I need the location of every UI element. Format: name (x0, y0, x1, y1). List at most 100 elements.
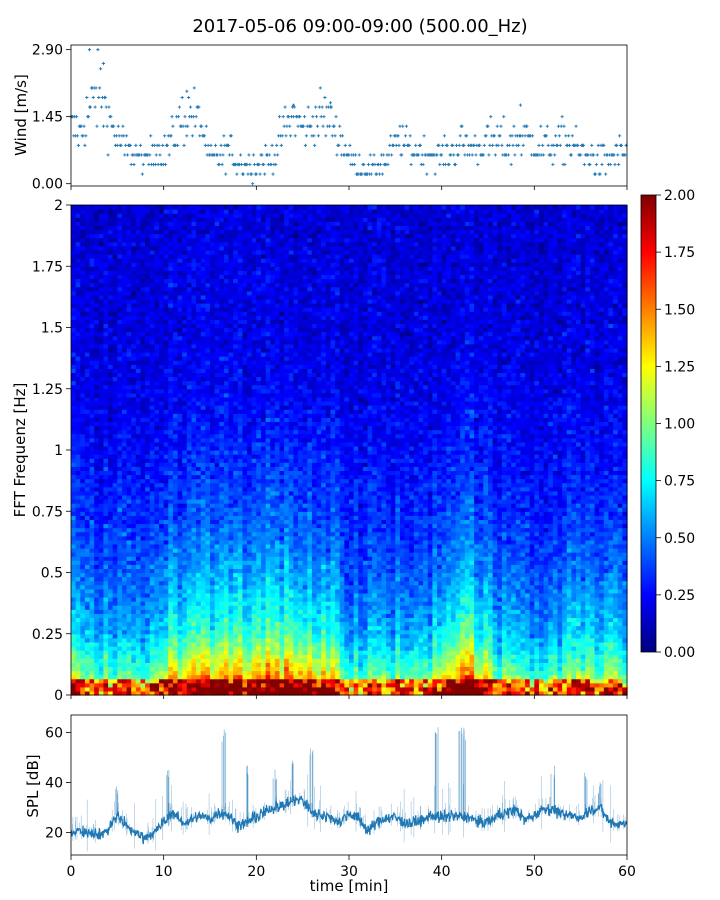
spectrogram-cell (159, 662, 165, 668)
spectrogram-cell (205, 421, 211, 427)
spectrogram-cell (168, 221, 174, 227)
wind-point (451, 143, 455, 147)
spectrogram-cell (145, 641, 151, 647)
wind-point (153, 162, 157, 167)
spectrogram-cell (84, 396, 91, 402)
spectrogram-cell (71, 503, 77, 508)
spectrogram-cell (163, 523, 169, 529)
spectrogram-cell (80, 429, 86, 435)
spectrogram-cell (71, 360, 77, 365)
spectrogram-cell (140, 409, 146, 414)
spectrogram-cell (131, 233, 137, 239)
spectrogram-cell (163, 343, 169, 349)
spectrogram-cell (84, 445, 91, 451)
spectrogram-cell (103, 241, 109, 247)
spectrogram-cell (159, 629, 165, 635)
spectrogram-cell (182, 466, 188, 472)
spectrogram-cell (200, 490, 206, 496)
spectrogram-cell (75, 605, 81, 610)
wind-y-tick-label: 1.45 (32, 110, 63, 126)
spectrogram-cell (223, 356, 230, 361)
spectrogram-cell (196, 646, 202, 651)
spectrogram-cell (172, 249, 179, 255)
spectrogram-cell (214, 441, 220, 447)
spectrogram-cell (98, 339, 105, 345)
spectrogram-cell (89, 445, 95, 451)
spectrogram-cell (80, 254, 86, 259)
spectrogram-cell (191, 384, 197, 390)
spectrogram-cell (121, 441, 128, 447)
spectrogram-cell (200, 225, 206, 231)
spectrogram-cell (205, 331, 211, 337)
wind-peak-point (328, 101, 333, 105)
spectrogram-cell (154, 364, 160, 369)
spectrogram-cell (219, 670, 225, 676)
spectrogram-cell (112, 249, 118, 255)
spectrogram-cell (168, 384, 174, 390)
spectrogram-cell (75, 270, 81, 276)
spectrogram-cell (233, 254, 239, 259)
spectrogram-cell (145, 458, 151, 463)
spectrogram-cell (228, 437, 234, 443)
spectrogram-cell (205, 650, 211, 655)
spectrogram-cell (214, 621, 220, 627)
spectrogram-cell (84, 531, 91, 537)
spectrogram-cell (112, 384, 118, 390)
spectrogram-cell (210, 682, 216, 688)
spectrogram-cell (89, 229, 95, 235)
spectrogram-cell (121, 629, 128, 635)
spectrogram-cell (182, 494, 188, 500)
spectrogram-cell (121, 237, 128, 243)
spectrogram-cell (219, 319, 225, 325)
wind-point (121, 124, 125, 128)
spectrogram-cell (186, 335, 193, 341)
spectrogram-cell (89, 690, 95, 696)
spectrogram-cell (149, 221, 155, 227)
spectrogram-cell (186, 290, 193, 296)
spectrogram-cell (94, 217, 100, 222)
spectrogram-cell (80, 421, 86, 427)
spectrogram-cell (140, 286, 146, 292)
spectrogram-cell (200, 282, 206, 288)
spectrogram-cell (228, 380, 234, 386)
spectrogram-cell (196, 454, 202, 459)
spectrogram-cell (135, 364, 142, 369)
spectrogram-cell (177, 405, 183, 410)
spectrogram-cell (182, 507, 188, 512)
wind-point (238, 153, 243, 157)
spectrogram-cell (223, 221, 230, 227)
spectrogram-cell (159, 674, 165, 680)
spectrogram-cell (131, 331, 137, 337)
spectrogram-cell (98, 552, 105, 557)
spectrogram-cell (84, 682, 91, 688)
spectrogram-cell (210, 564, 216, 570)
spectrogram-cell (75, 641, 81, 647)
spectrogram-cell (219, 433, 225, 439)
spectrogram-cell (219, 597, 225, 602)
spectrogram-cell (214, 258, 220, 263)
wind-point (333, 134, 337, 138)
wind-point (162, 134, 167, 138)
spectrogram-cell (140, 327, 146, 333)
spectrogram-cell (191, 356, 197, 361)
spectrogram-cell (140, 584, 146, 590)
spectrogram-cell (71, 356, 77, 361)
spectrogram-cell (140, 597, 146, 602)
spectrogram-cell (112, 270, 118, 276)
wind-point (512, 124, 516, 128)
spectrogram-cell (168, 241, 174, 247)
spectrogram-cell (84, 515, 91, 521)
spectrogram-cell (117, 262, 123, 267)
spectrogram-cell (131, 405, 137, 410)
spectrogram-cell (210, 433, 216, 439)
spectrogram-cell (214, 556, 220, 561)
spectrogram-cell (131, 454, 137, 459)
spectrogram-cell (103, 282, 109, 288)
spectrogram-cell (131, 396, 137, 402)
spectrogram-cell (159, 437, 165, 443)
spectrogram-cell (200, 372, 206, 378)
spectrogram-cell (182, 576, 188, 582)
spectrogram-cell (89, 360, 95, 365)
spectrogram-cell (145, 662, 151, 668)
spectrogram-cell (126, 270, 132, 276)
